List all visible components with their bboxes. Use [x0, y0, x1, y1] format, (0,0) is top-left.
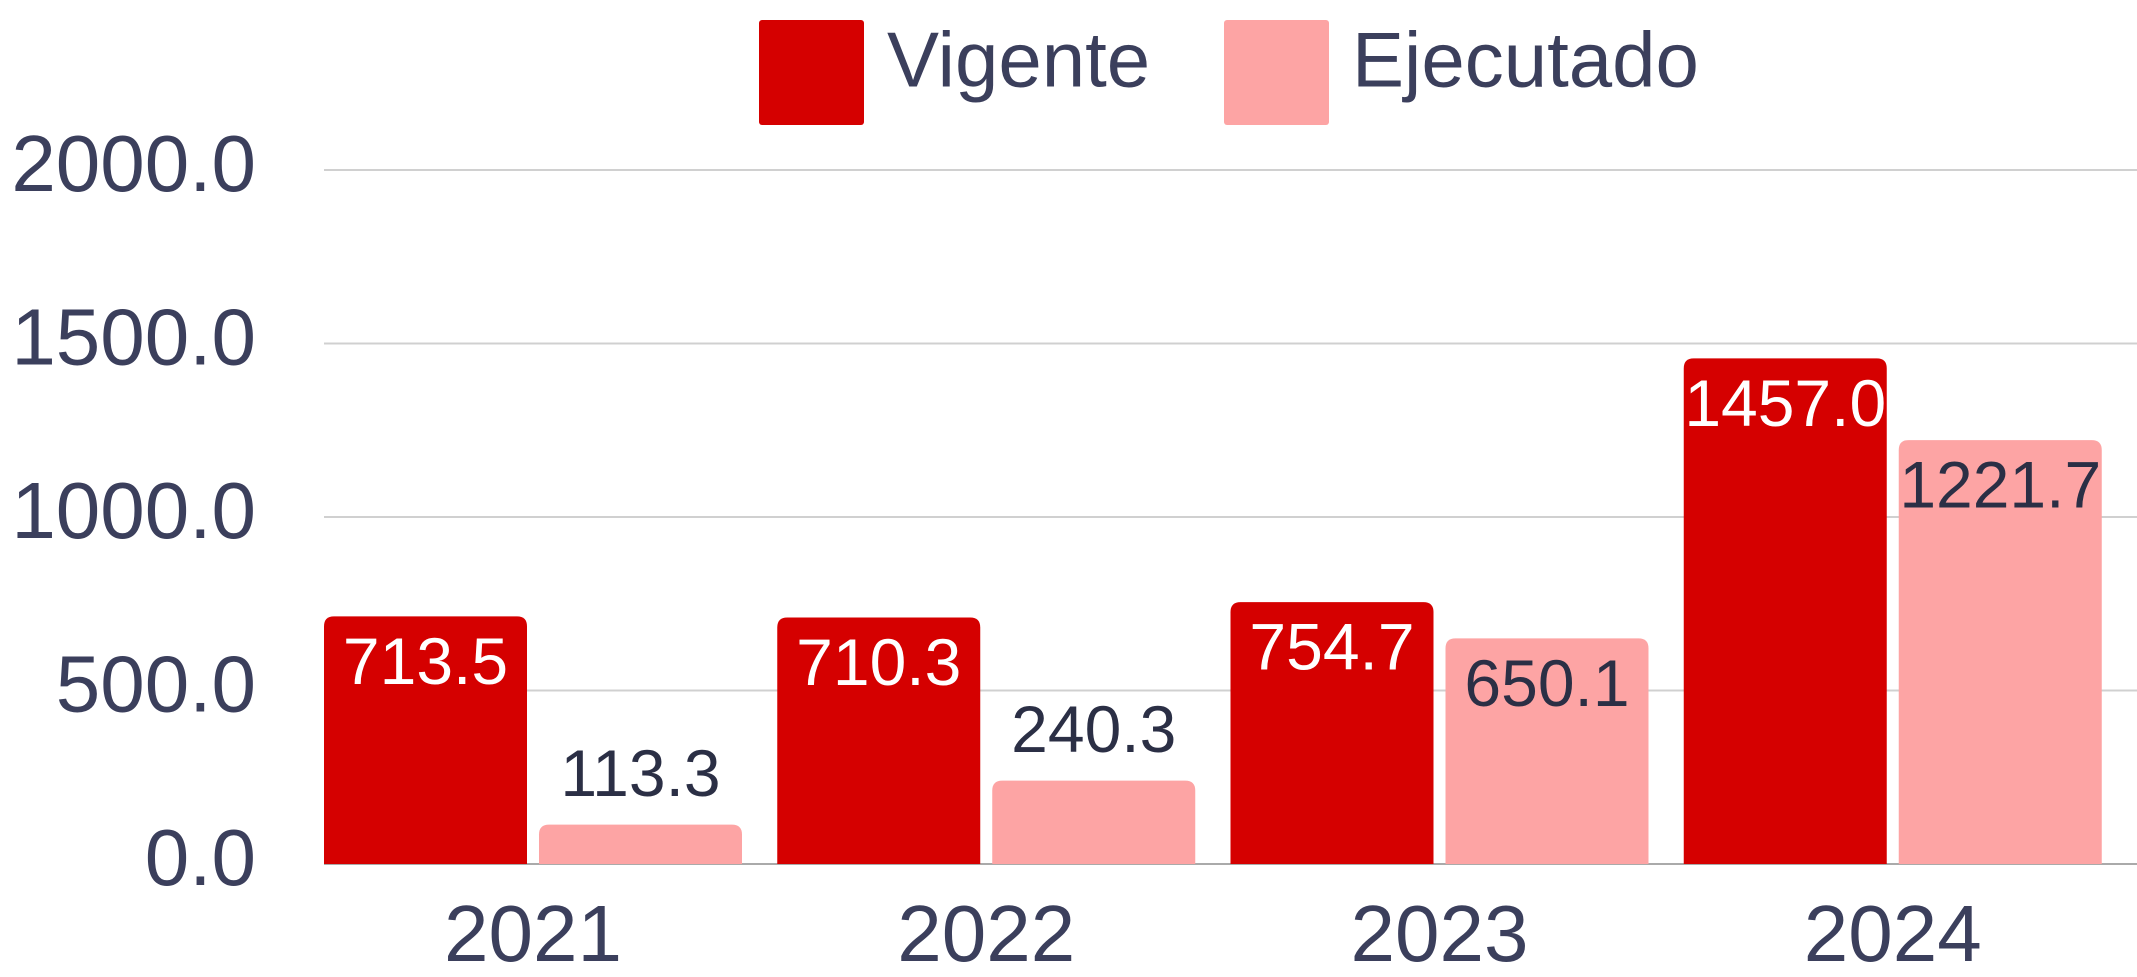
- legend-label: Vigente: [887, 16, 1150, 104]
- data-label: 754.7: [1249, 610, 1414, 684]
- x-tick-label: 2024: [1804, 889, 1982, 977]
- bar: [992, 780, 1196, 864]
- x-tick-label: 2023: [1351, 889, 1529, 977]
- bar: [1683, 358, 1887, 864]
- data-label: 1221.7: [1899, 448, 2101, 522]
- bar: [539, 824, 742, 864]
- data-label: 713.5: [343, 624, 508, 698]
- data-label: 1457.0: [1684, 366, 1886, 440]
- bar: [324, 616, 527, 864]
- bar: [777, 617, 981, 864]
- bar: [1898, 440, 2102, 864]
- y-tick-label: 1500.0: [11, 293, 256, 382]
- y-tick-label: 1000.0: [11, 466, 256, 555]
- data-label: 650.1: [1464, 646, 1629, 720]
- legend-label: Ejecutado: [1352, 16, 1699, 104]
- data-label: 113.3: [560, 736, 720, 810]
- x-tick-label: 2022: [897, 889, 1075, 977]
- y-tick-label: 500.0: [56, 640, 256, 729]
- bar: [1445, 638, 1649, 864]
- legend-swatch: [1224, 20, 1329, 125]
- bar: [1230, 602, 1434, 864]
- y-tick-label: 2000.0: [11, 119, 256, 208]
- y-tick-label: 0.0: [145, 813, 256, 902]
- data-label: 240.3: [1011, 692, 1176, 766]
- legend-swatch: [759, 20, 864, 125]
- x-tick-label: 2021: [444, 889, 622, 977]
- data-label: 710.3: [796, 625, 961, 699]
